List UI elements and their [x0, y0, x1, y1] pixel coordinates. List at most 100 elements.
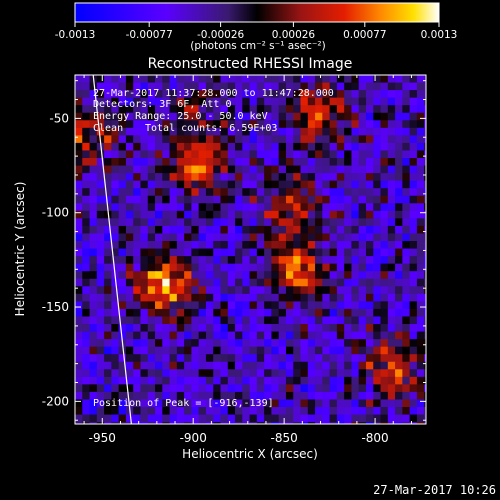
heatmap-cell: [104, 241, 112, 249]
heatmap-cell: [300, 120, 309, 129]
heatmap-cell: [307, 150, 316, 159]
heatmap-cell: [271, 399, 280, 408]
heatmap-cell: [249, 369, 258, 378]
heatmap-cell: [140, 165, 149, 174]
heatmap-cell: [402, 112, 411, 121]
heatmap-cell: [96, 331, 105, 340]
heatmap-cell: [351, 97, 360, 106]
heatmap-cell: [395, 241, 403, 249]
heatmap-cell: [118, 399, 127, 408]
heatmap-cell: [96, 278, 105, 287]
heatmap-cell: [111, 120, 120, 129]
heatmap-cell: [242, 165, 250, 174]
heatmap-cell: [155, 188, 163, 197]
heatmap-cell: [205, 75, 214, 83]
heatmap-cell: [373, 127, 381, 136]
heatmap-cell: [336, 399, 345, 408]
heatmap-cell: [82, 203, 90, 212]
heatmap-cell: [227, 75, 236, 83]
heatmap-cell: [315, 127, 323, 136]
heatmap-cell: [242, 112, 250, 121]
heatmap-cell: [271, 158, 280, 166]
heatmap-cell: [351, 354, 360, 363]
heatmap-cell: [205, 256, 214, 265]
heatmap-cell: [227, 278, 236, 287]
heatmap-cell: [227, 346, 236, 355]
heatmap-cell: [213, 127, 221, 136]
heatmap-cell: [387, 346, 396, 355]
heatmap-cell: [176, 346, 185, 355]
heatmap-cell: [140, 105, 149, 114]
heatmap-cell: [365, 150, 374, 159]
heatmap-cell: [264, 271, 272, 280]
heatmap-cell: [351, 414, 360, 423]
heatmap-cell: [431, 377, 439, 385]
heatmap-cell: [205, 225, 214, 234]
heatmap-cell: [220, 97, 229, 106]
heatmap-cell: [351, 286, 360, 295]
heatmap-cell: [227, 339, 236, 348]
heatmap-cell: [271, 339, 280, 348]
heatmap-cell: [256, 180, 265, 189]
heatmap-cell: [264, 407, 272, 415]
heatmap-cell: [344, 354, 352, 363]
heatmap-cell: [307, 75, 316, 83]
heatmap-cell: [315, 384, 323, 393]
heatmap-cell: [416, 97, 425, 106]
heatmap-cell: [205, 241, 214, 249]
heatmap-cell: [227, 354, 236, 363]
heatmap-cell: [75, 361, 83, 370]
heatmap-cell: [162, 188, 170, 197]
heatmap-cell: [82, 218, 90, 227]
heatmap-cell: [213, 301, 221, 310]
heatmap-cell: [205, 346, 214, 355]
heatmap-cell: [344, 195, 352, 204]
heatmap-cell: [89, 339, 98, 348]
heatmap-cell: [89, 248, 98, 257]
heatmap-cell: [315, 286, 323, 295]
heatmap-cells: [75, 75, 439, 424]
heatmap-cell: [198, 165, 207, 174]
colorbar-ticks: -0.0013 -0.00077 -0.00026 0.00026 0.00077 0.0…: [55, 22, 457, 41]
heatmap-cell: [264, 369, 272, 378]
heatmap-cell: [344, 188, 352, 197]
heatmap-cell: [387, 158, 396, 166]
heatmap-cell: [293, 150, 301, 159]
heatmap-cell: [293, 391, 301, 400]
heatmap-cell: [322, 210, 331, 219]
heatmap-cell: [256, 278, 265, 287]
heatmap-cell: [373, 97, 381, 106]
heatmap-cell: [220, 90, 229, 99]
heatmap-cell: [213, 241, 221, 249]
heatmap-cell: [256, 82, 265, 91]
heatmap-cell: [344, 316, 352, 325]
heatmap-cell: [424, 391, 426, 400]
heatmap-cell: [96, 316, 105, 325]
heatmap-cell: [75, 97, 83, 106]
heatmap-cell: [365, 301, 374, 310]
heatmap-cell: [380, 82, 389, 91]
heatmap-cell: [344, 173, 352, 182]
heatmap-cell: [227, 324, 236, 332]
heatmap-cell: [75, 331, 83, 340]
heatmap-cell: [118, 376, 127, 385]
heatmap-cell: [344, 248, 352, 257]
heatmap-cell: [395, 422, 403, 424]
heatmap-cell: [351, 248, 360, 257]
heatmap-cell: [358, 422, 367, 424]
heatmap-cell: [205, 233, 214, 242]
heatmap-cell: [344, 346, 352, 355]
heatmap-cell: [271, 203, 280, 212]
heatmap-cell: [242, 407, 250, 415]
heatmap-cell: [184, 248, 192, 257]
heatmap-cell: [409, 301, 418, 310]
heatmap-cell: [300, 165, 309, 174]
heatmap-cell: [96, 376, 105, 385]
heatmap-cell: [169, 376, 178, 385]
heatmap-cell: [278, 105, 287, 114]
heatmap-cell: [89, 414, 98, 423]
heatmap-cell: [213, 316, 221, 325]
heatmap-cell: [82, 391, 90, 400]
heatmap-cell: [256, 308, 265, 317]
heatmap-cell: [104, 384, 112, 393]
